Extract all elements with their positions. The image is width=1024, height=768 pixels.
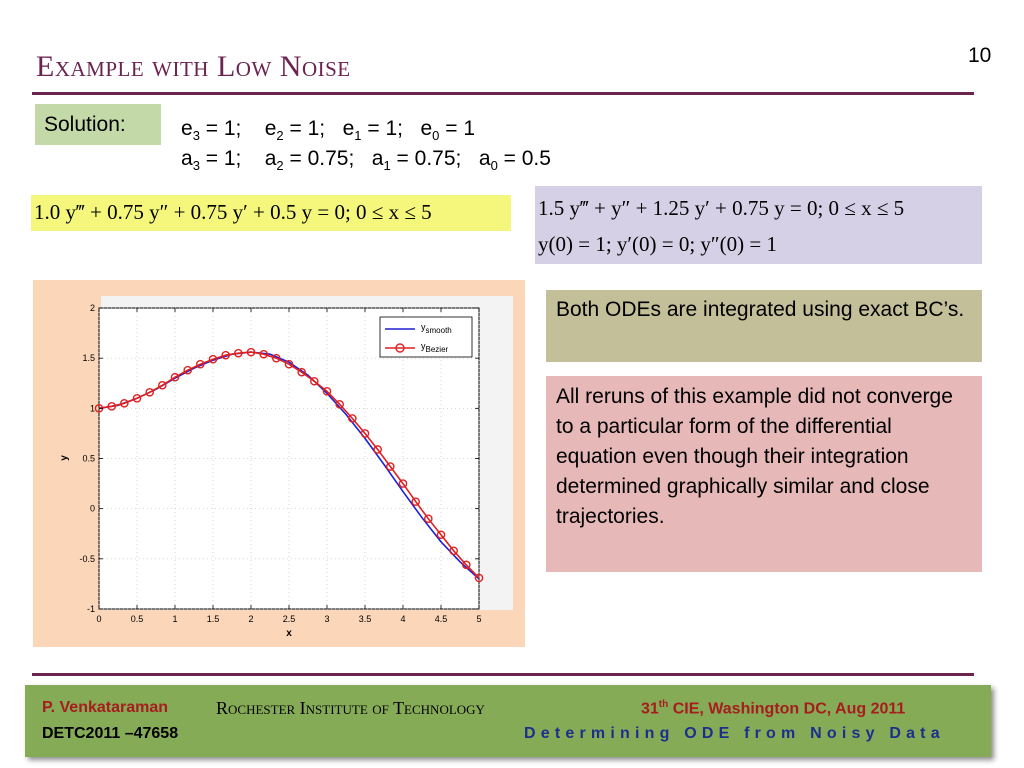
footer-topic: Determining ODE from Noisy Data — [524, 725, 945, 742]
data-point-y-bezier — [373, 445, 382, 454]
legend-smooth-label: ysmooth — [421, 322, 452, 335]
legend-bezier-label: yBezier — [421, 341, 449, 354]
data-point-y-bezier — [208, 354, 218, 364]
ode-comparison-chart: 0 0.5 1 1.5 2 2.5 3 3.5 4 4.5 5 -1 -0.5 0 0.5 1 1.5 2 x y… — [59, 296, 513, 639]
footer-author: P. Venkataraman — [42, 699, 169, 716]
x-tick-label: 4.5 — [435, 614, 448, 624]
e2-term: e2 = 1; — [264, 117, 343, 144]
solution-label: Solution: — [35, 104, 161, 145]
data-point-y-bezier — [462, 560, 471, 570]
data-point-y-bezier — [120, 399, 129, 408]
data-point-y-bezier — [259, 349, 268, 359]
data-point-y-bezier — [449, 546, 458, 556]
data-point-y-bezier — [322, 386, 332, 396]
page-number: 10 — [968, 44, 992, 67]
x-tick-label: 0.5 — [131, 614, 144, 624]
x-tick-label: 3 — [324, 614, 329, 624]
y-tick-label: -0.5 — [79, 554, 95, 564]
e-coefficients-line: e3 = 1; e2 = 1; e1 = 1; e0 = 1 — [181, 117, 475, 143]
y-axis-label: y — [59, 455, 70, 461]
footer-bar: P. Venkataraman Rochester Institute of T… — [25, 685, 991, 757]
bezier-ode-equation: 1.5 y‴ + y″ + 1.25 y′ + 0.75 y = 0; 0 ≤ … — [538, 196, 905, 220]
data-point-y-bezier — [221, 350, 230, 360]
data-point-y-bezier — [158, 380, 167, 390]
x-tick-label: 2.5 — [283, 614, 296, 624]
y-tick-label: 1 — [90, 403, 95, 413]
footer-divider — [32, 673, 974, 676]
data-point-y-bezier — [170, 372, 180, 382]
legend-box — [379, 316, 473, 358]
x-tick-label: 1 — [172, 614, 177, 624]
y-tick-label: 1.5 — [82, 353, 95, 363]
a1-term: a1 = 0.75; — [371, 147, 479, 174]
data-point-y-bezier — [284, 359, 294, 369]
data-point-y-bezier — [145, 387, 154, 397]
data-point-y-bezier — [398, 479, 408, 488]
data-point-y-bezier — [310, 376, 319, 386]
data-point-y-bezier — [411, 497, 420, 506]
a3-term: a3 = 1; — [181, 147, 265, 174]
data-point-y-bezier — [246, 347, 256, 357]
integration-note: Both ODEs are integrated using exact BC’… — [546, 290, 982, 362]
data-point-y-bezier — [272, 353, 281, 363]
x-tick-label: 1.5 — [207, 614, 220, 624]
x-tick-label: 3.5 — [359, 614, 372, 624]
data-point-y-bezier — [196, 359, 205, 369]
reruns-note: All reruns of this example did not conve… — [546, 376, 982, 572]
e3-term: e3 = 1; — [181, 117, 265, 144]
x-tick-label: 0 — [96, 614, 101, 624]
bezier-ode-box: 1.5 y‴ + y″ + 1.25 y′ + 0.75 y = 0; 0 ≤ … — [535, 186, 982, 264]
data-point-y-bezier — [297, 367, 306, 377]
data-point-y-bezier — [348, 414, 357, 423]
data-point-y-bezier — [360, 429, 370, 438]
x-axis-label: x — [286, 628, 292, 639]
data-point-y-bezier — [183, 365, 192, 375]
legend-bezier-marker — [395, 343, 405, 353]
y-tick-label: 2 — [90, 303, 95, 313]
a-coefficients-line: a3 = 1; a2 = 0.75; a1 = 0.75; a0 = 0.5 — [181, 147, 551, 173]
slide-title: Example with Low Noise — [36, 50, 351, 83]
footer-conference: 31th CIE, Washington DC, Aug 2011 — [641, 699, 906, 718]
a2-term: a2 = 0.75; — [264, 147, 372, 174]
e1-term: e1 = 1; — [342, 117, 421, 144]
e0-term: e0 = 1 — [420, 117, 476, 144]
data-point-y-bezier — [386, 462, 395, 471]
x-tick-label: 2 — [248, 614, 253, 624]
y-tick-label: 0.5 — [82, 454, 95, 464]
y-tick-label: 0 — [90, 504, 95, 514]
y-tick-label: -1 — [87, 604, 95, 614]
series-line-y-bezier — [98, 351, 480, 579]
title-divider — [32, 92, 974, 95]
data-point-y-bezier — [335, 400, 344, 409]
a0-term: a0 = 0.5 — [478, 147, 551, 174]
legend: ysmooth yBezier — [379, 316, 473, 358]
data-point-y-bezier — [234, 348, 243, 358]
data-point-y-bezier — [132, 394, 142, 403]
data-point-y-bezier — [436, 530, 446, 540]
data-point-y-bezier — [107, 402, 116, 411]
data-point-y-bezier — [424, 514, 433, 523]
x-tick-label: 5 — [476, 614, 481, 624]
footer-paper-id: DETC2011 –47658 — [42, 725, 179, 742]
x-tick-label: 4 — [400, 614, 405, 624]
initial-conditions: y(0) = 1; y′(0) = 0; y″(0) = 1 — [538, 232, 777, 256]
smooth-ode-equation: 1.0 y‴ + 0.75 y″ + 0.75 y′ + 0.5 y = 0; … — [31, 195, 511, 231]
data-point-y-bezier — [474, 573, 484, 583]
footer-institution: Rochester Institute of Technology — [216, 698, 485, 718]
plot-panel: 0 0.5 1 1.5 2 2.5 3 3.5 4 4.5 5 -1 -0.5 0 0.5 1 1.5 2 x y… — [33, 280, 525, 647]
